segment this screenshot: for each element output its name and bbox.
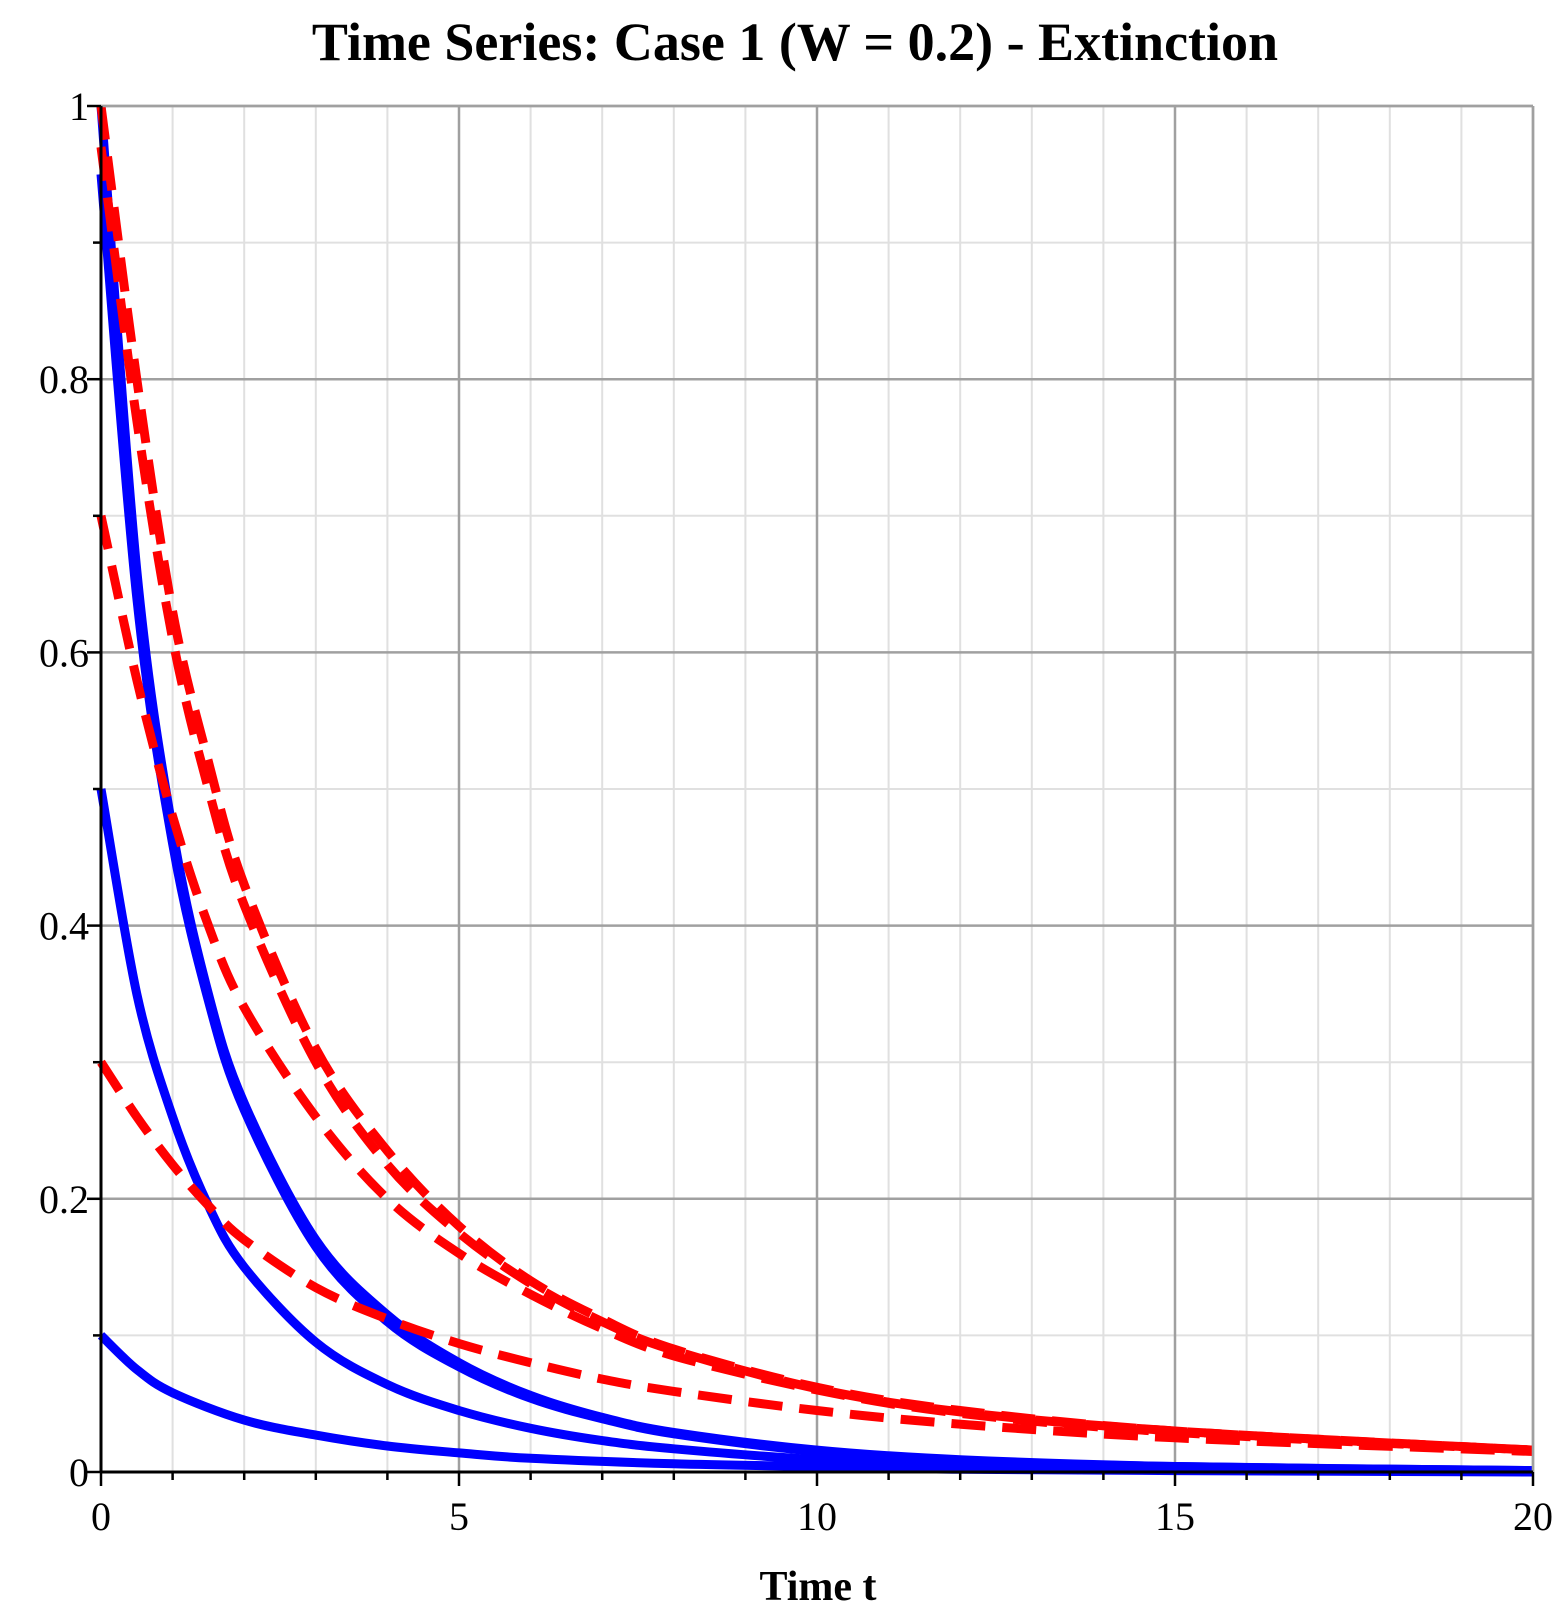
y-tick-label: 0.8 — [39, 357, 89, 402]
red-dashed-series-8 — [97, 1059, 1534, 1456]
y-tick-label: 0.6 — [39, 630, 89, 675]
y-tick-label: 1 — [69, 84, 89, 129]
x-tick-label: 20 — [1513, 1494, 1553, 1539]
x-tick-label: 5 — [449, 1494, 469, 1539]
chart-title: Time Series: Case 1 (W = 0.2) - Extincti… — [312, 12, 1278, 72]
series-layer — [96, 105, 1534, 1477]
x-tick-label: 0 — [91, 1494, 111, 1539]
blue-solid-series-4 — [97, 1332, 1534, 1477]
x-tick-label: 10 — [797, 1494, 837, 1539]
tick-labels: 0 5 10 15 20 0 0.2 0.4 0.6 0.8 1 — [39, 84, 1553, 1539]
axes-layer — [87, 104, 1535, 1486]
red-dashed-series-7 — [96, 514, 1534, 1455]
x-axis-label: Time t — [759, 1564, 876, 1610]
y-tick-label: 0 — [69, 1450, 89, 1495]
y-tick-label: 0.2 — [39, 1177, 89, 1222]
x-tick-label: 15 — [1155, 1494, 1195, 1539]
y-tick-label: 0.4 — [39, 904, 89, 949]
